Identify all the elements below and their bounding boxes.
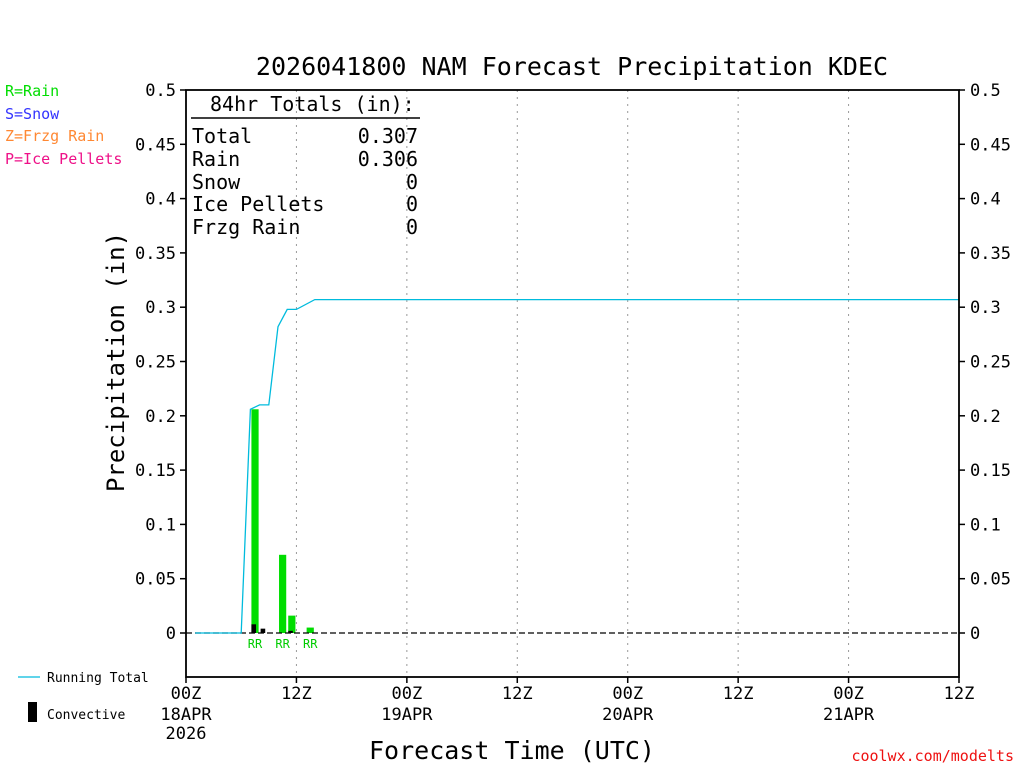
ytick-label-right-5: 0.25 xyxy=(970,353,1011,373)
xtick-label-7: 12Z xyxy=(944,684,975,704)
totals-label-ice-pellets: Ice Pellets xyxy=(192,192,324,216)
totals-title: 84hr Totals (in): xyxy=(210,92,415,116)
ytick-label-right-6: 0.3 xyxy=(970,298,1001,318)
ytick-label-left-8: 0.4 xyxy=(145,190,176,210)
tick-labels: RR RR RR0 00.05 0.050.1 0.10.15 0.150.2 0.20.25… xyxy=(135,81,1011,744)
xtick-date-label-4-0: 20APR xyxy=(602,705,654,725)
precip-bar-2 xyxy=(288,615,296,633)
totals-value-rain: 0.306 xyxy=(358,147,418,171)
totals-value-total: 0.307 xyxy=(358,124,418,148)
totals-box: 84hr Totals (in): Total 0.307 Rain 0.306… xyxy=(191,92,420,239)
ytick-label-right-7: 0.35 xyxy=(970,244,1011,264)
totals-value-ice-pellets: 0 xyxy=(406,192,418,216)
totals-label-snow: Snow xyxy=(192,170,241,194)
xtick-date-label-2-0: 19APR xyxy=(381,705,433,725)
convective-bar-0 xyxy=(251,624,257,633)
ytick-label-left-7: 0.35 xyxy=(135,244,176,264)
xtick-date-label-0-0: 18APR xyxy=(160,705,212,725)
xtick-label-3: 12Z xyxy=(502,684,533,704)
plot-frame xyxy=(185,89,960,678)
totals-label-rain: Rain xyxy=(192,147,240,171)
chart-title: 2026041800 NAM Forecast Precipitation KD… xyxy=(256,52,888,81)
precip-type-label-1: RR xyxy=(275,637,290,651)
ytick-label-right-2: 0.1 xyxy=(970,515,1001,535)
x-axis-label: Forecast Time (UTC) xyxy=(369,736,655,765)
grid xyxy=(295,90,850,677)
legend-snow: S=Snow xyxy=(5,105,60,123)
xtick-label-5: 12Z xyxy=(723,684,754,704)
convective-legend-swatch xyxy=(28,702,37,722)
axes xyxy=(180,89,965,683)
convective-bar-1 xyxy=(260,628,266,633)
ytick-label-right-0: 0 xyxy=(970,624,980,644)
xtick-date-label-0-1: 2026 xyxy=(166,724,207,744)
legend-ice-pellets: P=Ice Pellets xyxy=(5,150,122,168)
running-total-legend-label: Running Total xyxy=(47,671,149,686)
ytick-label-left-4: 0.2 xyxy=(145,407,176,427)
ytick-label-left-3: 0.15 xyxy=(135,461,176,481)
totals-label-frzg-rain: Frzg Rain xyxy=(192,215,300,239)
precip-bar-1 xyxy=(279,554,287,633)
ytick-label-left-5: 0.25 xyxy=(135,353,176,373)
precip-type-label-2: RR xyxy=(303,637,318,651)
precip-type-label-0: RR xyxy=(248,637,263,651)
xtick-date-label-6-0: 21APR xyxy=(823,705,875,725)
xtick-label-6: 00Z xyxy=(833,684,864,704)
legend-rain: R=Rain xyxy=(5,82,59,100)
ytick-label-left-6: 0.3 xyxy=(145,298,176,318)
precip-bar-3 xyxy=(306,627,314,633)
totals-value-snow: 0 xyxy=(406,170,418,194)
y-axis-label: Precipitation (in) xyxy=(102,232,130,492)
ytick-label-right-3: 0.15 xyxy=(970,461,1011,481)
running-total-line xyxy=(195,298,959,634)
precip-bars xyxy=(251,409,314,633)
ytick-label-right-1: 0.05 xyxy=(970,570,1011,590)
ytick-label-left-1: 0.05 xyxy=(135,570,176,590)
ytick-label-right-9: 0.45 xyxy=(970,135,1011,155)
ytick-label-right-8: 0.4 xyxy=(970,190,1001,210)
totals-label-total: Total xyxy=(192,124,252,148)
ytick-label-right-4: 0.2 xyxy=(970,407,1001,427)
xtick-label-0: 00Z xyxy=(171,684,202,704)
ytick-label-left-2: 0.1 xyxy=(145,515,176,535)
credit-text: coolwx.com/modelts xyxy=(851,747,1014,765)
xtick-label-2: 00Z xyxy=(391,684,422,704)
series-lines xyxy=(186,298,959,634)
legend-frzg-rain: Z=Frzg Rain xyxy=(5,127,104,145)
ytick-label-right-10: 0.5 xyxy=(970,81,1001,101)
ytick-label-left-9: 0.45 xyxy=(135,135,176,155)
xtick-label-4: 00Z xyxy=(612,684,643,704)
convective-bar-2 xyxy=(288,630,293,633)
precip-bar-0 xyxy=(251,409,259,633)
xtick-label-1: 12Z xyxy=(281,684,312,704)
ytick-label-left-10: 0.5 xyxy=(145,81,176,101)
ytick-label-left-0: 0 xyxy=(166,624,176,644)
convective-legend-label: Convective xyxy=(47,708,125,723)
totals-value-frzg-rain: 0 xyxy=(406,215,418,239)
